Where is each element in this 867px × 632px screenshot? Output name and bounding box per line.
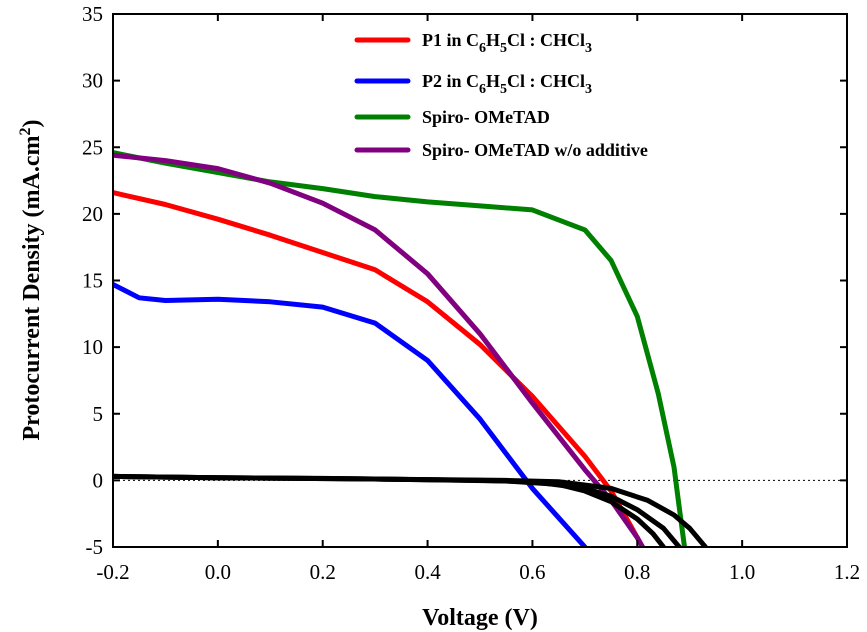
y-axis-label-close: ) [19, 119, 45, 127]
x-tick-label: -0.2 [96, 560, 129, 584]
y-tick-label: 10 [82, 335, 103, 359]
series-line-7 [113, 473, 708, 547]
x-tick-label: 0.0 [205, 560, 231, 584]
x-tick-label: 1.2 [834, 560, 860, 584]
y-tick-label: 35 [82, 2, 103, 26]
legend-text-part: P1 in C [422, 30, 479, 50]
y-axis-label-superscript: 2 [17, 127, 34, 135]
series-line-2 [113, 282, 588, 547]
legend-text-part: P2 in C [422, 71, 479, 91]
legend-subscript: 3 [585, 82, 592, 97]
y-tick-label: 20 [82, 202, 103, 226]
legend-text-part: Cl : CHCl [507, 30, 585, 50]
x-axis-label: Voltage (V) [422, 605, 538, 631]
y-tick-label: -5 [86, 535, 104, 559]
y-tick-label: 5 [93, 402, 104, 426]
legend-text-part: Spiro- OMeTAD w/o additive [422, 140, 648, 160]
y-tick-label: 15 [82, 269, 103, 293]
legend-text-part: Cl : CHCl [507, 71, 585, 91]
legend-text-part: Spiro- OMeTAD [422, 107, 550, 127]
legend-subscript: 5 [500, 41, 507, 56]
legend-label-2: P2 in C6H5Cl : CHCl3 [422, 71, 592, 97]
x-tick-label: 1.0 [729, 560, 755, 584]
x-tick-label: 0.6 [519, 560, 545, 584]
legend-text-part: H [486, 30, 500, 50]
legend-subscript: 6 [479, 41, 486, 56]
legend-text-part: H [486, 71, 500, 91]
legend-subscript: 6 [479, 82, 486, 97]
y-tick-label: 30 [82, 69, 103, 93]
y-tick-label: 25 [82, 135, 103, 159]
legend-label-3: Spiro- OMeTAD [422, 107, 550, 127]
series-line-1 [113, 190, 645, 547]
x-tick-label: 0.4 [414, 560, 441, 584]
legend-subscript: 5 [500, 82, 507, 97]
y-tick-label: 0 [93, 468, 104, 492]
x-tick-label: 0.2 [310, 560, 336, 584]
y-axis-label-group: Protocurrent Density (mA.cm2) [17, 119, 45, 440]
legend-label-4: Spiro- OMeTAD w/o additive [422, 140, 648, 160]
x-tick-label: 0.8 [624, 560, 650, 584]
y-axis-label-main: Protocurrent Density (mA.cm [19, 135, 45, 440]
legend-label-1: P1 in C6H5Cl : CHCl3 [422, 30, 592, 56]
y-axis-label: Protocurrent Density (mA.cm2) [17, 119, 45, 440]
legend-subscript: 3 [585, 41, 592, 56]
